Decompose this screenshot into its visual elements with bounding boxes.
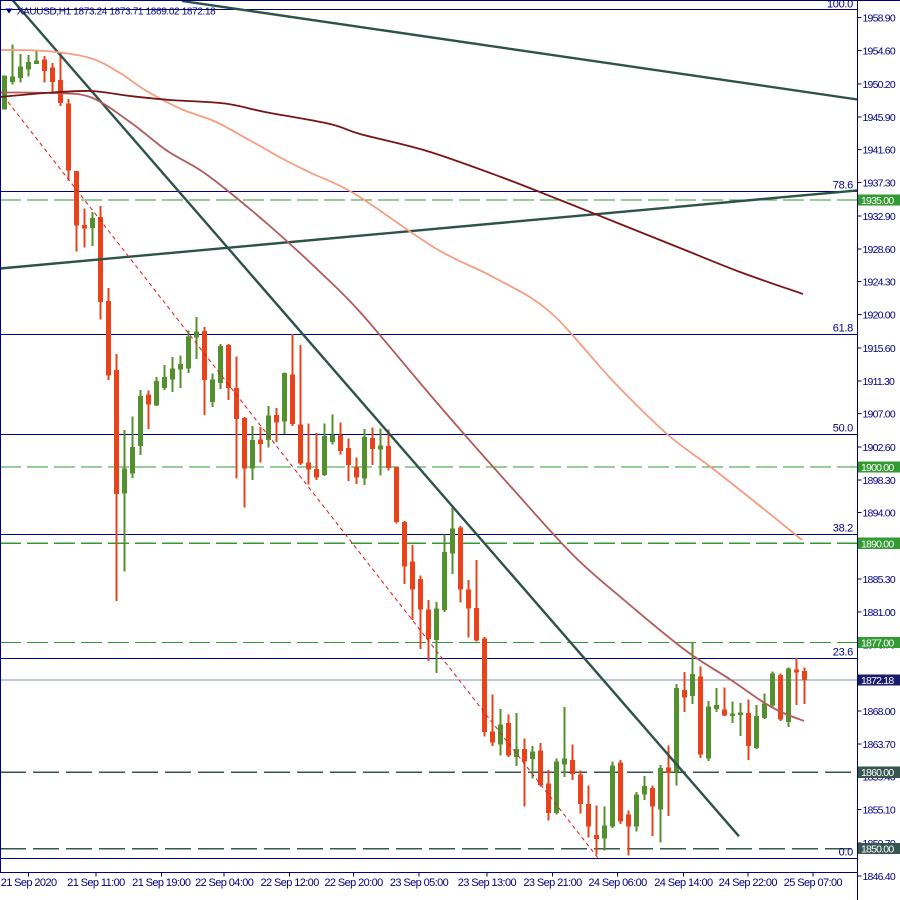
svg-text:1928.60: 1928.60 [863, 244, 896, 256]
svg-text:1915.60: 1915.60 [863, 343, 896, 355]
svg-text:1924.30: 1924.30 [863, 277, 896, 289]
svg-text:XAUUSD,H1 1873.24 1873.71 186: XAUUSD,H1 1873.24 1873.71 1869.02 1872.1… [17, 7, 216, 18]
svg-text:1885.30: 1885.30 [863, 574, 896, 586]
svg-text:1907.00: 1907.00 [863, 409, 896, 421]
svg-text:1898.30: 1898.30 [863, 475, 896, 487]
svg-text:1894.00: 1894.00 [863, 508, 896, 520]
svg-text:25 Sep 07:00: 25 Sep 07:00 [784, 877, 843, 889]
svg-text:1958.90: 1958.90 [863, 13, 896, 25]
svg-text:0.0: 0.0 [839, 847, 854, 859]
svg-text:1850.00: 1850.00 [861, 844, 894, 856]
svg-text:50.0: 50.0 [833, 423, 853, 435]
svg-text:1900.00: 1900.00 [861, 462, 894, 474]
svg-text:21 Sep 11:00: 21 Sep 11:00 [67, 877, 125, 889]
svg-text:1911.30: 1911.30 [863, 376, 896, 388]
svg-text:21 Sep 19:00: 21 Sep 19:00 [132, 877, 191, 889]
svg-text:1932.90: 1932.90 [863, 211, 896, 223]
svg-text:21 Sep 2020: 21 Sep 2020 [1, 877, 57, 889]
svg-text:1954.60: 1954.60 [863, 45, 896, 57]
svg-text:78.6: 78.6 [833, 180, 853, 192]
svg-text:1860.00: 1860.00 [861, 767, 894, 779]
svg-text:24 Sep 22:00: 24 Sep 22:00 [719, 877, 778, 889]
svg-text:1902.60: 1902.60 [863, 442, 896, 454]
svg-text:23.6: 23.6 [833, 647, 853, 659]
svg-text:1937.30: 1937.30 [863, 177, 896, 189]
svg-text:22 Sep 20:00: 22 Sep 20:00 [324, 877, 383, 889]
svg-text:22 Sep 04:00: 22 Sep 04:00 [195, 877, 254, 889]
svg-text:1868.00: 1868.00 [863, 706, 896, 718]
svg-text:1935.00: 1935.00 [861, 195, 894, 207]
svg-text:61.8: 61.8 [833, 323, 853, 335]
svg-text:23 Sep 13:00: 23 Sep 13:00 [458, 877, 517, 889]
svg-text:22 Sep 12:00: 22 Sep 12:00 [260, 877, 319, 889]
svg-text:1945.90: 1945.90 [863, 112, 896, 124]
svg-text:1863.70: 1863.70 [863, 739, 896, 751]
svg-text:24 Sep 14:00: 24 Sep 14:00 [654, 877, 713, 889]
svg-text:24 Sep 06:00: 24 Sep 06:00 [588, 877, 647, 889]
svg-text:23 Sep 21:00: 23 Sep 21:00 [523, 877, 582, 889]
svg-text:1881.00: 1881.00 [863, 607, 896, 619]
svg-text:1941.60: 1941.60 [863, 145, 896, 157]
svg-text:23 Sep 05:00: 23 Sep 05:00 [390, 877, 449, 889]
svg-text:1855.10: 1855.10 [863, 805, 896, 817]
svg-text:1890.00: 1890.00 [861, 538, 894, 550]
svg-text:1877.00: 1877.00 [861, 638, 894, 650]
svg-text:1846.40: 1846.40 [863, 871, 896, 883]
svg-text:100.0: 100.0 [827, 0, 853, 11]
svg-text:1920.00: 1920.00 [863, 309, 896, 321]
svg-text:1950.20: 1950.20 [863, 79, 896, 91]
svg-text:1872.18: 1872.18 [861, 675, 894, 687]
svg-text:38.2: 38.2 [833, 523, 853, 535]
